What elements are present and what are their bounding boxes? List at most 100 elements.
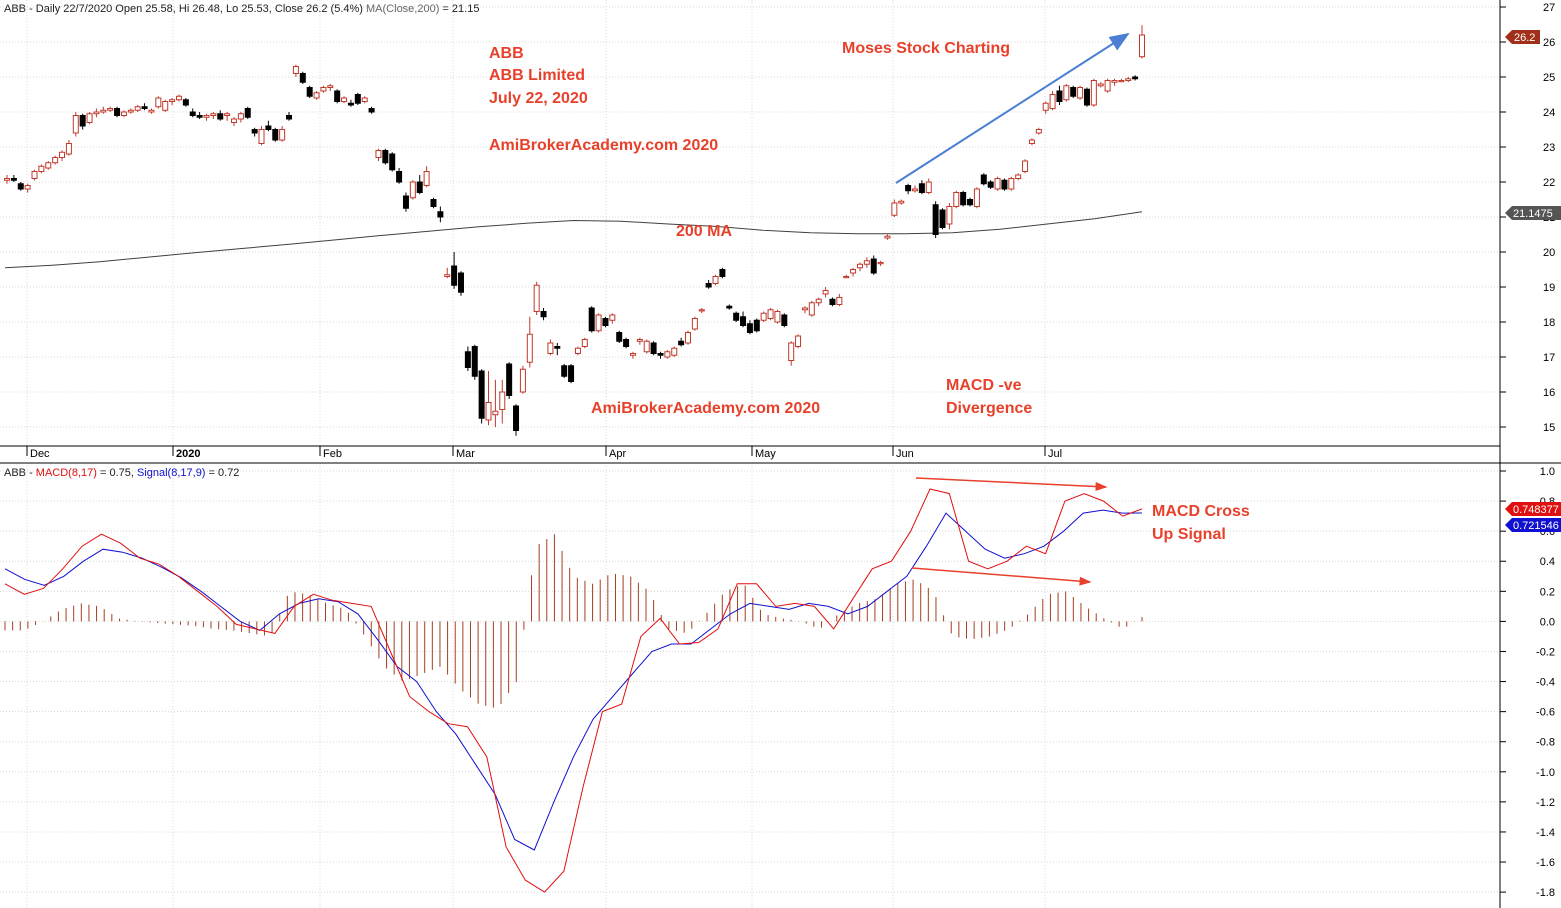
macd-tick-label: -1.8 bbox=[1536, 887, 1555, 899]
candle-body bbox=[994, 178, 1001, 190]
candle-body bbox=[31, 171, 38, 179]
candle-body bbox=[1056, 90, 1063, 102]
signal-header-label: Signal(8,17,9) bbox=[137, 467, 206, 479]
candle-body bbox=[196, 115, 203, 118]
annotation-site-bottom: AmiBrokerAcademy.com 2020 bbox=[591, 400, 820, 417]
candle-body bbox=[141, 106, 148, 109]
candlesticks bbox=[4, 25, 1145, 436]
candle-body bbox=[65, 143, 72, 155]
candle-body bbox=[939, 209, 946, 228]
candle-body bbox=[396, 171, 403, 183]
candle-body bbox=[375, 150, 382, 158]
month-label: May bbox=[755, 448, 776, 460]
candle-body bbox=[107, 108, 114, 111]
candle-body bbox=[279, 129, 286, 141]
candle-body bbox=[347, 102, 354, 106]
candle-body bbox=[24, 185, 31, 190]
candle-body bbox=[829, 298, 836, 305]
annotation-brand: Moses Stock Charting bbox=[842, 40, 1010, 57]
candle-body bbox=[38, 165, 45, 172]
candle-body bbox=[685, 332, 691, 344]
candle-body bbox=[59, 151, 66, 158]
candle-body bbox=[499, 391, 506, 410]
candle-body bbox=[320, 87, 327, 92]
candle-body bbox=[650, 342, 657, 354]
candle-body bbox=[519, 368, 526, 393]
candle-body bbox=[1049, 94, 1056, 109]
candle-body bbox=[781, 314, 788, 326]
candle-body bbox=[836, 297, 843, 305]
price-tick-label: 18 bbox=[1543, 317, 1555, 329]
candle-body bbox=[1063, 85, 1070, 101]
candle-body bbox=[568, 365, 575, 382]
candle-body bbox=[691, 318, 698, 330]
candle-body bbox=[898, 200, 905, 204]
candle-body bbox=[602, 318, 609, 326]
macd-header-symbol: ABB - bbox=[4, 467, 36, 479]
candle-body bbox=[265, 125, 272, 130]
macd-tick-label: 0.4 bbox=[1540, 556, 1555, 568]
candle-body bbox=[251, 129, 258, 134]
candle-body bbox=[1008, 178, 1015, 190]
signal-value-badge: 0.721546 bbox=[1505, 518, 1561, 532]
macd-header-label: MACD(8,17) bbox=[36, 467, 97, 479]
candle-body bbox=[4, 178, 10, 181]
candle-body bbox=[155, 97, 162, 108]
candle-body bbox=[808, 302, 815, 316]
annotation-ma: 200 MA bbox=[676, 223, 732, 240]
candle-body bbox=[148, 109, 155, 113]
candle-body bbox=[753, 319, 760, 332]
candle-body bbox=[45, 162, 52, 169]
candle-body bbox=[588, 307, 595, 332]
signal-header-value: = 0.72 bbox=[205, 467, 239, 479]
candle-body bbox=[905, 185, 912, 192]
trend-arrow bbox=[895, 32, 1130, 184]
candle-body bbox=[870, 258, 877, 274]
ma-value-badge: 21.1475 bbox=[1505, 206, 1561, 220]
candle-body bbox=[746, 323, 753, 333]
candle-body bbox=[361, 97, 368, 102]
candle-body bbox=[987, 181, 994, 188]
macd-value-badge: 0.748377 bbox=[1505, 502, 1561, 516]
candle-body bbox=[1139, 34, 1145, 58]
candle-body bbox=[678, 340, 685, 346]
month-label: Jul bbox=[1048, 448, 1062, 460]
candle-body bbox=[162, 101, 169, 111]
candle-body bbox=[636, 339, 643, 342]
candle-body bbox=[664, 351, 671, 358]
last-price-badge: 26.2 bbox=[1505, 30, 1540, 44]
candle-body bbox=[10, 178, 17, 181]
candle-body bbox=[175, 95, 182, 101]
candle-body bbox=[1111, 80, 1118, 83]
candle-body bbox=[72, 115, 79, 134]
candle-body bbox=[127, 109, 134, 113]
candle-body bbox=[464, 351, 471, 368]
candle-body bbox=[726, 305, 733, 309]
candle-body bbox=[767, 309, 774, 319]
candle-body bbox=[485, 402, 492, 421]
candle-body bbox=[203, 115, 210, 118]
annotation-cross-2: Up Signal bbox=[1152, 526, 1226, 543]
candle-body bbox=[1015, 174, 1022, 179]
candle-body bbox=[643, 340, 650, 353]
signal-value: 0.721546 bbox=[1513, 520, 1559, 532]
candle-body bbox=[581, 339, 588, 347]
candle-body bbox=[169, 99, 176, 102]
candle-body bbox=[368, 108, 375, 113]
annotation-cross-1: MACD Cross bbox=[1152, 503, 1250, 520]
candle-body bbox=[327, 85, 334, 88]
candle-body bbox=[423, 171, 430, 186]
month-label: 2020 bbox=[176, 448, 200, 460]
candle-body bbox=[1118, 80, 1125, 83]
annotation-site-top: AmiBrokerAcademy.com 2020 bbox=[489, 137, 718, 154]
price-tick-label: 16 bbox=[1543, 387, 1555, 399]
candle-body bbox=[478, 370, 485, 419]
candle-body bbox=[506, 363, 513, 396]
annotation-divergence-1: MACD -ve bbox=[946, 377, 1022, 394]
candle-body bbox=[891, 202, 898, 216]
header-ma-value: = 21.15 bbox=[439, 3, 479, 15]
macd-tick-label: -1.6 bbox=[1536, 857, 1555, 869]
candle-body bbox=[492, 410, 499, 416]
candle-body bbox=[513, 405, 520, 431]
